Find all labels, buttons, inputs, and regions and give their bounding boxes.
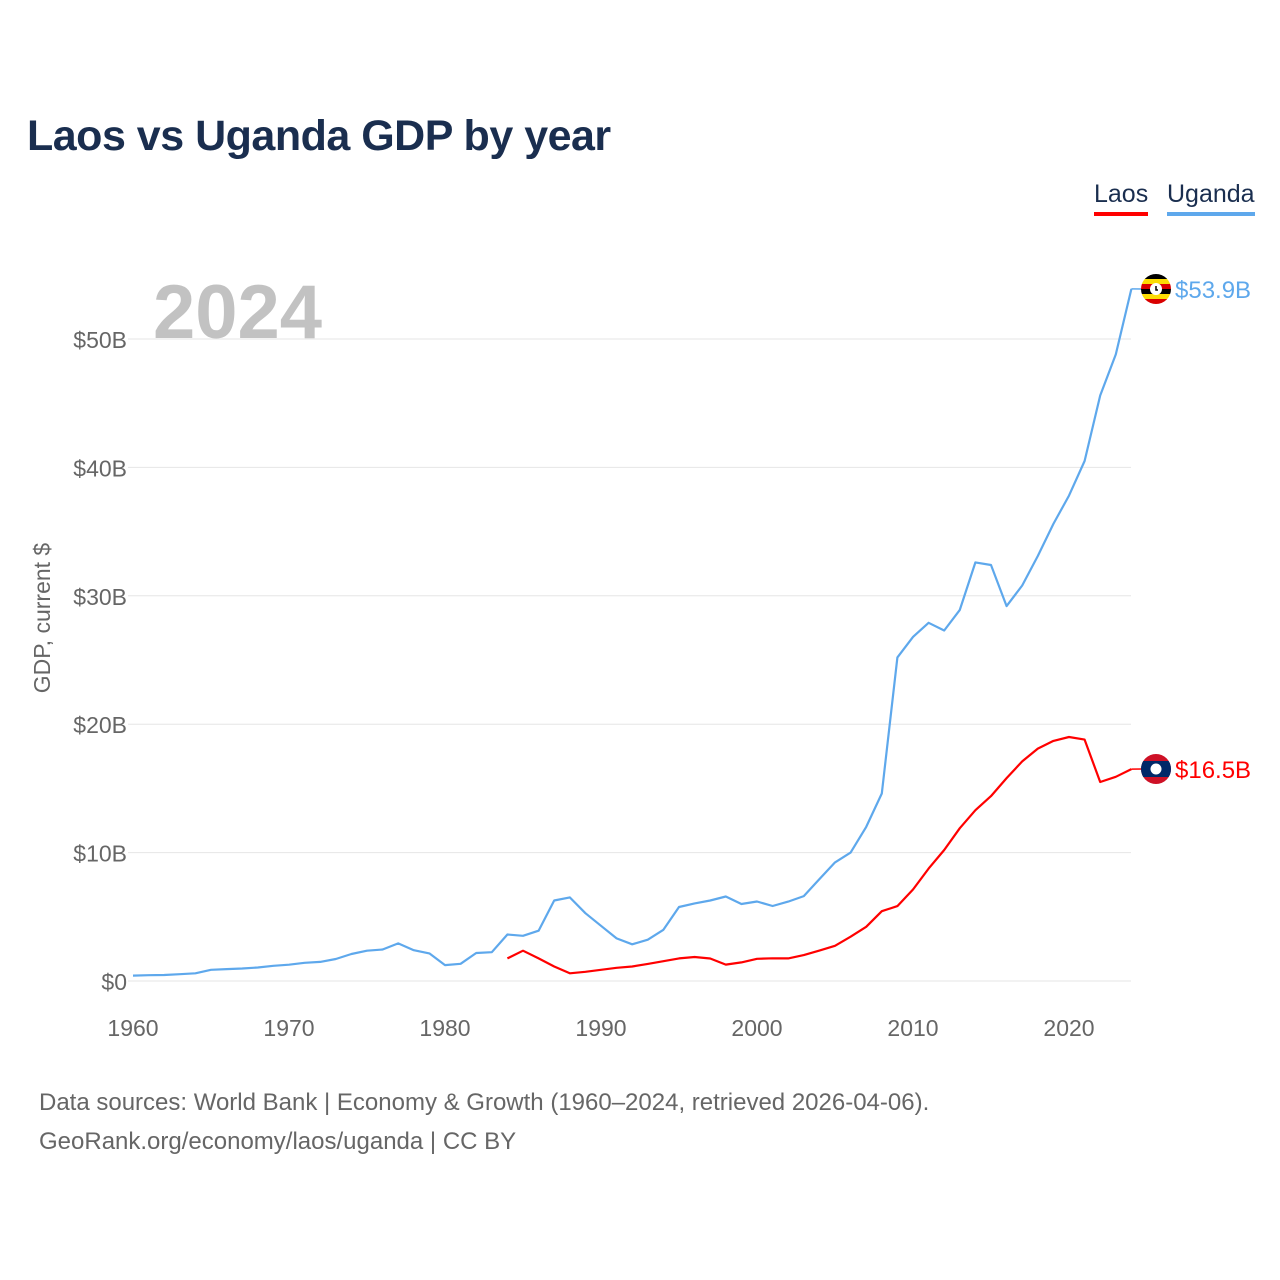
y-tick-label: $50B [73, 327, 127, 353]
x-tick-label: 1990 [575, 1015, 626, 1041]
series-line-laos [506, 735, 1132, 975]
source-link[interactable]: GeoRank.org/economy/laos/uganda | CC BY [39, 1128, 517, 1155]
end-value-label-uganda: $53.9B [1175, 277, 1251, 304]
y-tick-label: $0 [101, 969, 127, 995]
end-value-label-laos: $16.5B [1175, 757, 1251, 784]
y-tick-label: $40B [73, 455, 127, 481]
x-tick-label: 1970 [263, 1015, 314, 1041]
x-tick-label: 1960 [107, 1015, 158, 1041]
year-watermark: 2024 [153, 270, 322, 355]
y-tick-label: $10B [73, 841, 127, 867]
x-tick-label: 2000 [731, 1015, 782, 1041]
y-tick-label: $30B [73, 584, 127, 610]
y-axis-label: GDP, current $ [29, 543, 55, 694]
laos-flag-icon [1141, 754, 1171, 784]
x-tick-label: 1980 [419, 1015, 470, 1041]
series-line-uganda [132, 288, 1133, 977]
footer: Data sources: World Bank | Economy & Gro… [39, 1083, 929, 1161]
x-tick-label: 2020 [1043, 1015, 1094, 1041]
legend-item-laos[interactable]: Laos [1094, 180, 1149, 216]
chart-title: Laos vs Uganda GDP by year [27, 112, 611, 160]
y-tick-label: $20B [73, 712, 127, 738]
x-tick-label: 2010 [887, 1015, 938, 1041]
uganda-flag-icon [1141, 274, 1171, 304]
data-sources-note: Data sources: World Bank | Economy & Gro… [39, 1089, 930, 1116]
legend-item-uganda[interactable]: Uganda [1167, 180, 1255, 216]
